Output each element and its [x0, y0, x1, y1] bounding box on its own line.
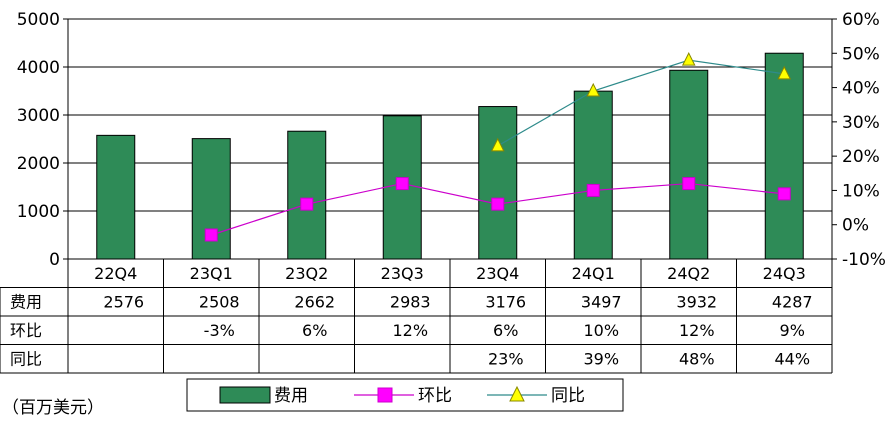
- data-label: 2508: [199, 293, 240, 312]
- right-tick-label: 30%: [842, 113, 880, 133]
- legend-label: 环比: [418, 386, 452, 406]
- bar: [478, 106, 518, 260]
- category-label: 23Q3: [381, 264, 424, 283]
- legend: 费用 环比 同比: [186, 378, 624, 412]
- legend-marker: [377, 387, 393, 403]
- legend-swatch: [219, 386, 271, 404]
- data-label: 4287: [772, 293, 813, 312]
- data-label: 12%: [679, 321, 715, 340]
- right-tick-label: 10%: [842, 181, 880, 201]
- category-label: 22Q4: [94, 264, 137, 283]
- data-table: 22Q4 23Q1 23Q2 23Q3 23Q4 24Q1 24Q2 24Q3 费用 2576 25…: [0, 258, 833, 374]
- row-label: 费用: [10, 293, 42, 312]
- data-label: 9%: [780, 321, 805, 340]
- data-label: 3932: [676, 293, 717, 312]
- row-label: 环比: [10, 321, 42, 340]
- bar: [287, 130, 327, 260]
- left-tick-label: 5000: [17, 10, 60, 30]
- data-label: 3176: [485, 293, 526, 312]
- right-tick-label: 60%: [842, 10, 880, 30]
- data-label: 23%: [488, 350, 524, 369]
- row-label: 同比: [10, 350, 42, 369]
- data-label: 12%: [392, 321, 428, 340]
- axes: 0 1000 2000 3000 4000 5000 -10% 0% 10% 20% 30% 40% 5…: [17, 10, 886, 270]
- unit-note: （百万美元）: [2, 398, 104, 418]
- lines: [204, 52, 792, 242]
- data-label: 2576: [103, 293, 144, 312]
- bars: [96, 52, 804, 260]
- point: [682, 177, 696, 191]
- point: [586, 82, 601, 97]
- left-tick-label: 2000: [17, 154, 60, 174]
- legend-label: 费用: [274, 386, 308, 406]
- gridlines: [68, 18, 832, 260]
- legend-marker: [509, 385, 525, 402]
- data-label: 10%: [583, 321, 619, 340]
- data-label: 6%: [302, 321, 327, 340]
- point: [204, 228, 218, 242]
- category-label: 23Q4: [476, 264, 519, 283]
- point: [777, 65, 792, 80]
- category-label: 23Q2: [285, 264, 328, 283]
- legend-label: 同比: [551, 386, 585, 406]
- bar: [96, 134, 136, 260]
- point: [491, 197, 505, 211]
- right-tick-label: 40%: [842, 79, 880, 99]
- left-tick-label: 1000: [17, 202, 60, 222]
- bar: [764, 52, 804, 260]
- right-tick-label: -10%: [842, 250, 886, 270]
- point: [490, 137, 505, 152]
- left-tick-label: 3000: [17, 106, 60, 126]
- data-label: 6%: [493, 321, 518, 340]
- data-label: 39%: [583, 350, 619, 369]
- data-label: 2983: [390, 293, 431, 312]
- right-tick-label: 50%: [842, 44, 880, 64]
- category-label: 23Q1: [190, 264, 233, 283]
- right-tick-label: 20%: [842, 147, 880, 167]
- point: [300, 197, 314, 211]
- data-label: -3%: [204, 321, 235, 340]
- left-tick-label: 4000: [17, 58, 60, 78]
- point: [681, 52, 696, 66]
- category-label: 24Q2: [667, 264, 710, 283]
- point: [586, 183, 600, 197]
- data-label: 44%: [774, 350, 810, 369]
- bar: [669, 69, 709, 260]
- point: [395, 177, 409, 191]
- data-label: 3497: [581, 293, 622, 312]
- line-2: [497, 59, 785, 147]
- data-label: 48%: [679, 350, 715, 369]
- category-label: 24Q3: [763, 264, 806, 283]
- right-tick-label: 0%: [842, 216, 869, 236]
- left-tick-label: 0: [49, 250, 60, 270]
- bar: [573, 90, 613, 260]
- point: [777, 187, 791, 201]
- data-label: 2662: [294, 293, 335, 312]
- category-label: 24Q1: [572, 264, 615, 283]
